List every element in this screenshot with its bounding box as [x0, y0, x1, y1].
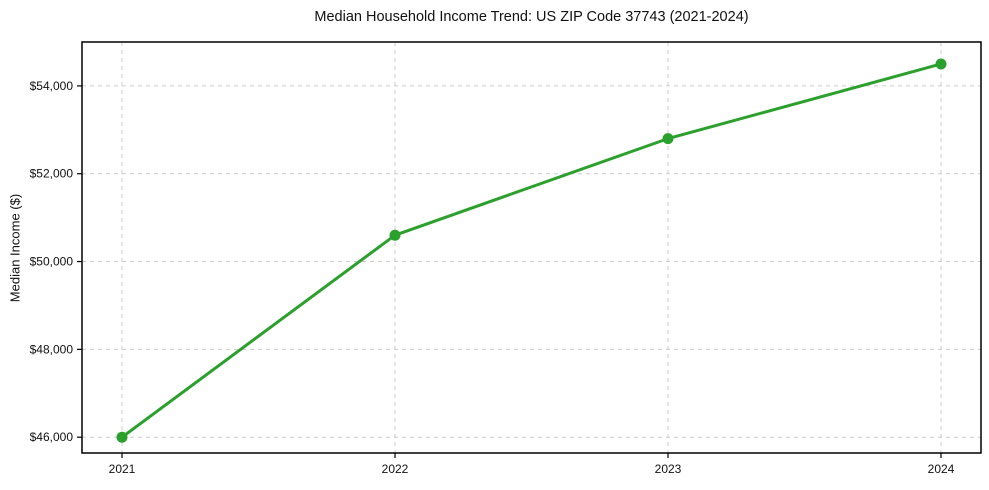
plot-border — [81, 41, 982, 454]
y-tick-label: $50,000 — [30, 255, 74, 269]
x-tick-label: 2021 — [109, 462, 136, 476]
y-tick-label: $46,000 — [30, 430, 74, 444]
y-tick-label: $54,000 — [30, 79, 74, 93]
y-tick-label: $48,000 — [30, 342, 74, 356]
trend-line — [120, 62, 943, 439]
chart-title: Median Household Income Trend: US ZIP Co… — [314, 9, 749, 25]
data-point-2023 — [662, 133, 674, 145]
data-point-2024 — [935, 58, 947, 70]
x-tick-label: 2024 — [928, 462, 955, 476]
x-tick-label: 2022 — [382, 462, 409, 476]
data-point-2021 — [116, 431, 128, 443]
y-tick-label: $52,000 — [30, 167, 74, 181]
x-tick-label: 2023 — [655, 462, 682, 476]
data-point-2022 — [389, 229, 401, 241]
